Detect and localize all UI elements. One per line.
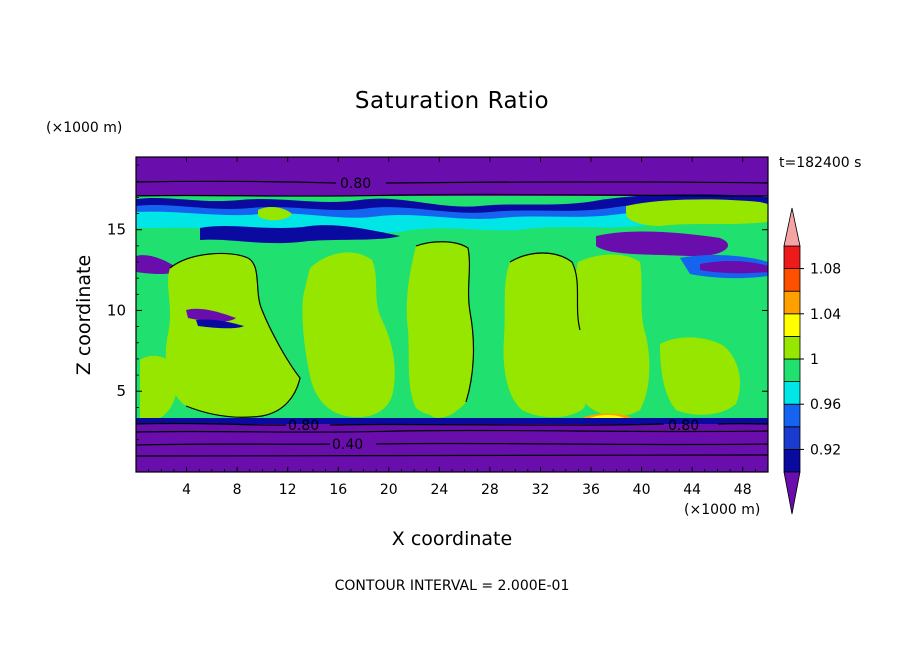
x-tick-label-9: 40 [633,482,651,498]
contour-line-lowest [136,454,768,457]
lime-region-upper-right [626,199,768,226]
lime-region-center [406,241,474,416]
colorbar-tick-label-3: 1.04 [810,307,841,323]
y-tick-label-2: 15 [107,221,126,239]
lime-region-right [575,254,650,417]
colorbar-band-8 [783,268,801,292]
x-tick-label-7: 32 [532,482,550,498]
colorbar-band-4 [783,358,801,383]
colorbar-band-6 [783,313,801,337]
z-axis-unit: (×1000 m) [46,120,123,136]
x-tick-label-10: 44 [683,482,701,498]
lime-region-center-right [503,253,589,418]
lime-region-far-right [660,337,740,415]
purple-band-upper [200,225,400,244]
x-tick-label-1: 8 [233,482,242,498]
contour-line-cloud-center [415,241,475,403]
colorbar: 0.92 0.96 1 1.04 1.08 [783,207,841,515]
colorbar-tick-label-2: 1 [810,352,819,368]
contour-label-1: 0.80 [288,418,319,434]
colorbar-band-9 [783,245,801,270]
colorbar-over-arrow [783,207,801,247]
lime-region-low-left [140,355,178,418]
y-axis: 5 10 15 [107,164,768,457]
contour-line-upper-edge [136,193,768,197]
lower-layer-navy [136,418,768,424]
contour-line-cloud-center-right [509,252,581,331]
purple-pocket-right [596,231,729,257]
x-axis-unit: (×1000 m) [684,502,761,518]
purple-streak-far-right [700,260,768,274]
colorbar-tick-label-0: 0.92 [810,442,841,458]
x-tick-label-4: 20 [380,482,398,498]
contour-lines [136,180,768,457]
x-tick-label-2: 12 [279,482,297,498]
colorbar-band-7 [783,290,801,315]
purple-pocket-left [136,255,180,274]
purple-streak-left [186,308,236,322]
colorbar-tick-label-4: 1.08 [810,262,841,278]
x-tick-label-3: 16 [329,482,347,498]
surface-yellow-patch [590,415,624,418]
chart-title: Saturation Ratio [354,88,550,114]
heatmap-field [136,157,768,472]
contour-interval-note: CONTOUR INTERVAL = 2.000E-01 [334,578,570,594]
lime-region-center-left [302,252,395,418]
colorbar-band-2 [783,403,801,428]
contour-line-low [136,442,768,446]
colorbar-under-arrow [783,471,801,515]
contour-line-surface-a [136,422,768,426]
contour-label-2: 0.40 [332,437,363,453]
contour-line-top [136,180,768,184]
contour-line-surface-b [136,429,768,433]
contour-label-0: 0.80 [340,176,371,192]
x-tick-label-6: 28 [481,482,499,498]
colorbar-band-1 [783,426,801,450]
colorbar-band-3 [783,381,801,405]
y-tick-label-1: 10 [107,301,126,319]
colorbar-tick-label-1: 0.96 [810,397,841,413]
x-tick-label-8: 36 [582,482,600,498]
upper-layer-cyan [136,209,768,233]
contour-line-cloud-left [169,252,301,418]
colorbar-band-5 [783,335,801,360]
contour-label-3: 0.80 [668,418,699,434]
x-tick-label-11: 48 [734,482,752,498]
lime-region-low-center [418,376,463,418]
x-tick-label-5: 24 [430,482,448,498]
lime-region-upper-left [258,207,292,221]
x-axis-label: X coordinate [391,528,513,550]
x-tick-label-0: 4 [182,482,191,498]
navy-streak-left [196,319,244,329]
x-axis: 4 8 12 16 20 24 28 32 36 40 44 48 [148,157,756,498]
y-tick-label-0: 5 [116,382,126,400]
contour-labels: 0.80 0.80 0.40 0.80 [288,176,699,453]
colorbar-band-0 [783,448,801,473]
lime-region-left [165,253,300,418]
y-axis-label: Z coordinate [73,254,95,376]
time-label: t=182400 s [779,155,862,171]
